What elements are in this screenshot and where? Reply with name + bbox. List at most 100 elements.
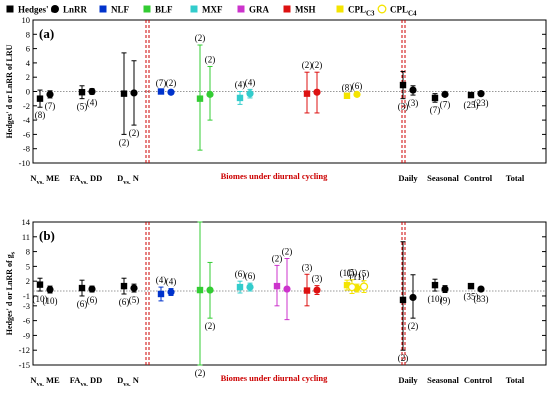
sample-size-label: (11) [340, 268, 355, 278]
plot-frame [32, 221, 547, 366]
legend-item-gra: GRA [237, 5, 270, 15]
data-point: (6) [352, 81, 362, 98]
marker-square [236, 94, 244, 102]
sample-size-label: (6) [77, 299, 88, 309]
marker-circle [206, 286, 214, 294]
marker-square [157, 88, 165, 95]
legend-marker-blf [143, 5, 151, 13]
legend-marker-nlf [99, 5, 107, 13]
marker-circle [130, 89, 138, 97]
marker-square [157, 290, 165, 298]
sample-size-label: (7) [440, 100, 451, 110]
sample-size-label: (5) [129, 295, 140, 305]
y-tick-label: 8 [26, 29, 30, 39]
marker-square [196, 95, 204, 102]
data-point: (2) [282, 246, 292, 321]
legend: Hedges' d LnRR NLF BLF MXF GRA MSH CPLC3 CPLC4 [6, 4, 417, 18]
sample-size-label: (3) [398, 102, 409, 112]
sample-size-label: (3) [408, 98, 419, 108]
y-tick-label: 2 [26, 276, 30, 286]
data-point: (33) [474, 285, 489, 304]
y-tick-label: 8 [26, 247, 30, 257]
marker-circle [246, 283, 254, 291]
sample-size-label: (7) [156, 78, 167, 88]
y-tick-label: -2 [23, 101, 30, 111]
data-point: (7) [45, 90, 55, 111]
marker-square [36, 95, 44, 102]
legend-label-cplc4: CPLC4 [390, 5, 417, 18]
y-tick-label: -10 [19, 158, 30, 168]
marker-circle [246, 90, 254, 98]
biome-label: Biomes under diurnal cycling [221, 373, 329, 383]
data-point: (3) [408, 85, 419, 108]
data-point: (2) [408, 274, 418, 331]
sample-size-label: (4) [235, 80, 246, 90]
sample-size-label: (7) [430, 105, 441, 115]
data-point: (2) [312, 60, 322, 114]
sample-size-label: (2) [119, 137, 130, 147]
sample-size-label: (10) [428, 294, 443, 304]
marker-circle [441, 285, 449, 293]
y-tick-label: -15 [19, 360, 30, 370]
sample-size-label: (25) [464, 100, 479, 110]
legend-marker-lnrr [51, 5, 59, 13]
data-point: (5) [77, 85, 87, 112]
marker-square [236, 283, 244, 291]
category-label: Seasonal [427, 375, 459, 385]
sample-size-label: (4) [87, 97, 98, 107]
data-point: (4) [87, 87, 98, 107]
legend-marker-cplc3 [336, 5, 344, 13]
legend-item-hedges: Hedges' d [6, 5, 56, 15]
y-tick-label: -3 [23, 301, 30, 311]
category-label: Control [464, 375, 493, 385]
sample-size-label: (5) [359, 269, 370, 279]
marker-circle [313, 88, 321, 96]
legend-label-msh: MSH [295, 5, 316, 15]
marker-square [303, 287, 311, 294]
y-tick-label: -1 [23, 291, 30, 301]
y-tick-label: 2 [26, 72, 30, 82]
sample-size-label: (3) [302, 262, 313, 272]
sample-size-label: (4) [166, 277, 177, 287]
legend-label-blf: BLF [155, 5, 173, 15]
data-point: (6) [119, 277, 129, 307]
legend-marker-cplc4 [377, 4, 387, 14]
marker-circle [88, 87, 96, 96]
sample-size-label: (8) [342, 82, 353, 92]
marker-circle [283, 285, 291, 293]
data-point: (10) [428, 278, 443, 304]
category-label: Dvs. N [117, 375, 140, 388]
data-point: (2) [195, 33, 205, 151]
data-point: (6) [235, 269, 245, 294]
y-axis-label: Hedges' d or LnRR of LRU [5, 44, 14, 138]
marker-circle [130, 284, 138, 292]
y-axis-label: Hedges' d or LnRR of gs [5, 251, 17, 335]
marker-circle [46, 285, 54, 294]
legend-item-cplc4: CPLC4 [377, 4, 417, 18]
legend-marker-msh [283, 5, 291, 13]
marker-circle [409, 86, 417, 94]
category-label: Nvs. ME [30, 173, 60, 186]
y-tick-label: -6 [23, 129, 30, 139]
marker-square [431, 94, 439, 102]
data-point: (2) [205, 261, 216, 331]
sample-size-label: (2) [205, 321, 216, 331]
legend-label-hedges: Hedges' d [18, 5, 56, 15]
marker-square [467, 282, 475, 290]
marker-circle [353, 90, 361, 98]
legend-item-msh: MSH [283, 5, 316, 15]
category-label: Dvs. N [117, 173, 140, 186]
y-tick-label: 4 [26, 58, 31, 68]
data-point: (4) [245, 77, 255, 99]
data-point: (7) [430, 93, 441, 115]
legend-label-cplc3: CPLC3 [348, 5, 375, 18]
sample-size-label: (4) [156, 275, 167, 285]
y-tick-label: 6 [26, 44, 30, 54]
legend-item-cplc3: CPLC3 [336, 5, 375, 18]
category-label: Control [464, 173, 493, 183]
y-tick-label: 0 [26, 87, 30, 97]
marker-square [399, 296, 407, 304]
marker-circle [46, 90, 54, 98]
